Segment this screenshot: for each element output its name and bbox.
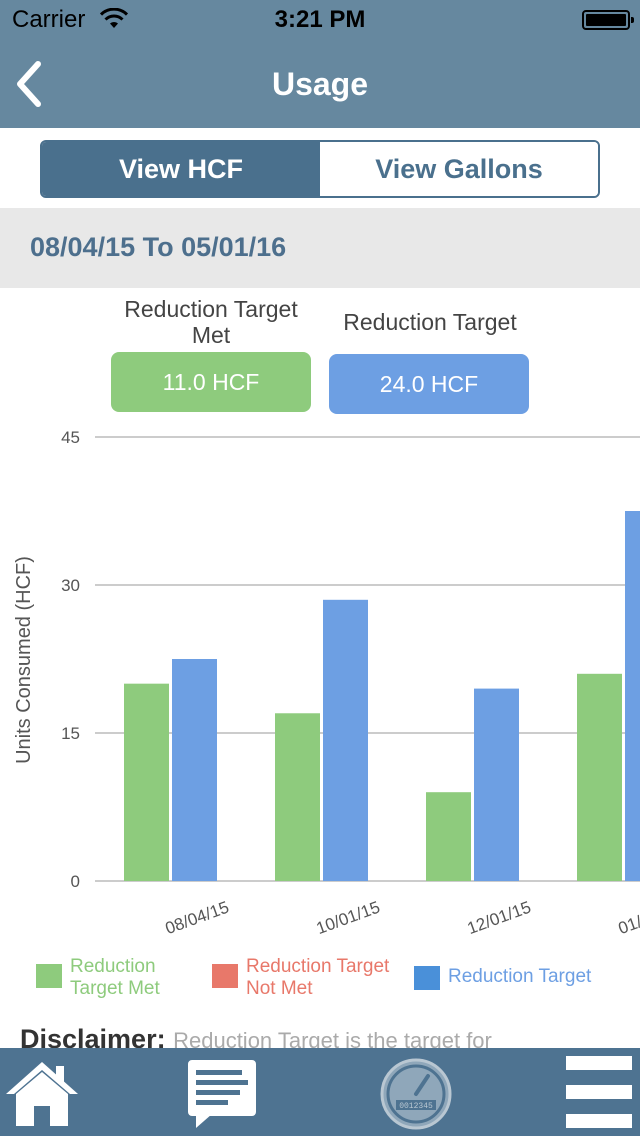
- y-tick-label: 15: [61, 724, 80, 743]
- legend-met-label: Reduction Target Met: [70, 956, 160, 999]
- meter-digits: 0012345: [399, 1102, 433, 1111]
- x-tick-label: 08/04/15: [163, 898, 232, 938]
- nav-bar: Usage: [0, 40, 640, 128]
- date-range-bar: 08/04/15 To 05/01/16: [0, 208, 640, 288]
- status-time: 3:21 PM: [274, 6, 366, 33]
- summary-met-label: Reduction Target Met: [124, 296, 298, 348]
- status-bar: Carrier 3:21 PM: [0, 0, 640, 40]
- bar-target-met-3: [577, 673, 622, 881]
- back-button[interactable]: [10, 56, 60, 112]
- chart-bars: [124, 511, 640, 881]
- y-tick-label: 30: [61, 576, 80, 595]
- bar-target-met-2: [426, 792, 471, 881]
- bar-target-2: [474, 688, 519, 881]
- summary-target-value: 24.0 HCF: [329, 354, 529, 414]
- page-title: Usage: [271, 66, 369, 102]
- unit-segmented-control: View HCF View Gallons: [40, 140, 600, 198]
- chart-y-axis-label: Units Consumed (HCF): [13, 556, 35, 764]
- bar-target-1: [323, 599, 368, 881]
- view-gallons-button[interactable]: View Gallons: [320, 142, 598, 196]
- wifi-icon: [100, 8, 128, 28]
- menu-icon: [566, 1056, 632, 1128]
- view-hcf-button[interactable]: View HCF: [42, 142, 320, 196]
- x-tick-label: 12/01/15: [465, 898, 534, 938]
- y-tick-label: 0: [71, 872, 80, 891]
- legend-target-label: Reduction Target: [448, 966, 592, 987]
- summary-met-value: 11.0 HCF: [111, 352, 311, 412]
- summary-target-label: Reduction Target: [343, 309, 517, 335]
- tab-meter[interactable]: 0012345: [376, 1048, 456, 1136]
- legend-met-swatch: [36, 964, 62, 988]
- battery-icon: [582, 10, 634, 30]
- tab-bar: 0012345: [0, 1048, 640, 1136]
- x-tick-label: 01/28/16: [616, 898, 640, 938]
- bar-target-3: [625, 511, 640, 881]
- legend-not-met-swatch: [212, 964, 238, 988]
- date-range-label: 08/04/15 To 05/01/16: [30, 232, 287, 262]
- messages-icon: [188, 1060, 256, 1128]
- carrier-label: Carrier: [12, 6, 86, 33]
- y-tick-label: 45: [61, 428, 80, 447]
- bar-target-met-0: [124, 683, 169, 881]
- legend-target-swatch: [414, 966, 440, 990]
- meter-icon: 0012345: [380, 1058, 452, 1130]
- bar-target-met-1: [275, 713, 320, 881]
- tab-home[interactable]: [0, 1048, 84, 1136]
- chevron-left-icon: [17, 61, 41, 107]
- tab-menu[interactable]: [556, 1048, 640, 1136]
- x-tick-label: 10/01/15: [314, 898, 383, 938]
- tab-messages[interactable]: [180, 1048, 264, 1136]
- home-icon: [6, 1062, 78, 1126]
- bar-target-0: [172, 659, 217, 881]
- legend-not-met-label: Reduction Target Not Met: [246, 956, 390, 999]
- usage-bar-chart: 0 15 30 45 08/04/15 10/01/15 12/01/15 01/28/16…: [13, 428, 640, 938]
- chart-x-labels: 08/04/15 10/01/15 12/01/15 01/28/16: [163, 898, 640, 938]
